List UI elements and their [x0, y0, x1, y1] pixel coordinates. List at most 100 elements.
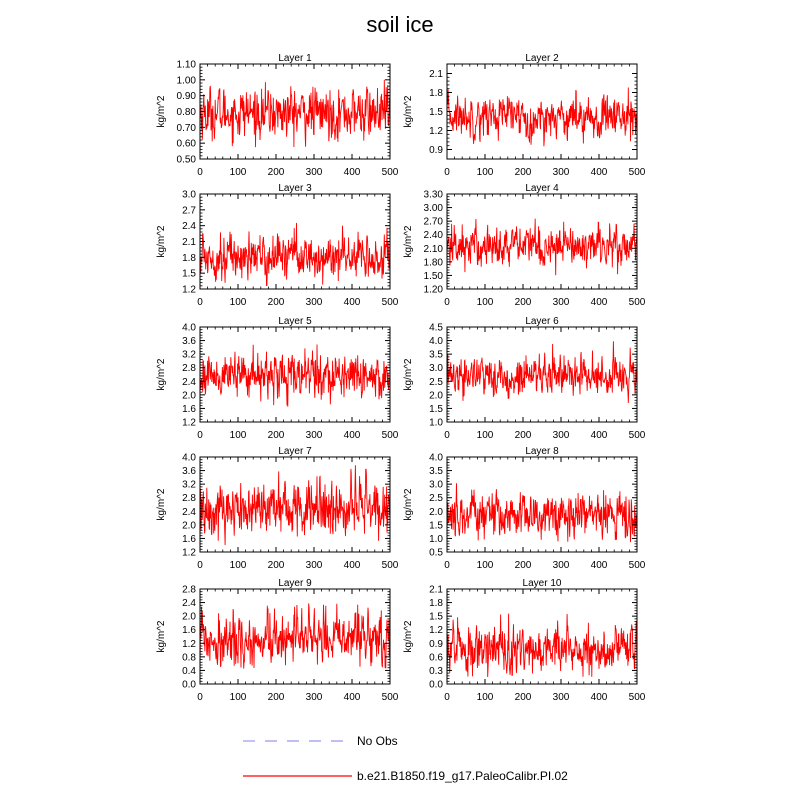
- plot-frame: [199, 326, 391, 423]
- y-tick-label: 2.70: [424, 217, 444, 228]
- y-tick-label: 3.2: [182, 350, 196, 361]
- y-tick-label: 2.4: [182, 221, 196, 232]
- plot-frame: [199, 456, 391, 553]
- panel-title: Layer 6: [525, 316, 559, 327]
- y-tick-label: 0.80: [177, 107, 197, 118]
- y-tick-label: 3.0: [182, 190, 196, 201]
- y-axis-label: kg/m^2: [156, 620, 167, 652]
- y-tick-label: 1.2: [182, 548, 196, 559]
- x-tick-label: 500: [629, 430, 646, 441]
- x-tick-label: 200: [268, 560, 285, 571]
- panel-title: Layer 4: [525, 183, 559, 194]
- y-tick-label: 4.0: [182, 323, 196, 334]
- y-tick-label: 3.0: [429, 480, 443, 491]
- series-line: [199, 344, 391, 407]
- y-tick-label: 1.80: [424, 257, 444, 268]
- y-tick-label: 1.2: [182, 639, 196, 650]
- panel-title: Layer 8: [525, 446, 559, 457]
- y-tick-label: 1.6: [182, 404, 196, 415]
- y-tick-label: 2.4: [182, 507, 196, 518]
- series-line: [446, 613, 638, 678]
- y-tick-label: 0.50: [177, 155, 197, 166]
- x-tick-label: 400: [591, 560, 608, 571]
- x-tick-label: 400: [591, 297, 608, 308]
- x-tick-label: 100: [477, 560, 494, 571]
- y-axis-label: kg/m^2: [156, 95, 167, 127]
- x-tick-label: 400: [344, 167, 361, 178]
- x-tick-label: 500: [382, 560, 399, 571]
- y-tick-label: 4.5: [429, 323, 443, 334]
- plot-frame: [446, 456, 638, 553]
- x-tick-label: 400: [344, 430, 361, 441]
- plot-frame: [199, 588, 391, 685]
- y-tick-label: 0.0: [182, 680, 196, 691]
- y-tick-label: 1.8: [429, 598, 443, 609]
- x-tick-label: 0: [444, 430, 450, 441]
- x-tick-label: 100: [477, 167, 494, 178]
- x-tick-label: 100: [230, 167, 247, 178]
- series-line: [199, 79, 391, 148]
- y-tick-label: 1.5: [182, 269, 196, 280]
- y-tick-label: 2.4: [182, 598, 196, 609]
- panel-title: Layer 7: [278, 446, 312, 457]
- y-tick-label: 0.6: [429, 652, 443, 663]
- chart-panel-layer-8: 0 100 200 300 400 500 0.5 1.0 1.5 2.0 2.5 3.0 3.5 4.0…: [403, 446, 646, 571]
- x-tick-label: 200: [515, 692, 532, 703]
- x-tick-label: 0: [444, 560, 450, 571]
- y-tick-label: 3.30: [424, 190, 444, 201]
- y-tick-label: 1.6: [182, 625, 196, 636]
- y-tick-label: 1.5: [429, 107, 443, 118]
- panel-title: Layer 5: [278, 316, 312, 327]
- x-tick-label: 200: [268, 297, 285, 308]
- x-tick-label: 300: [306, 167, 323, 178]
- y-tick-label: 2.0: [182, 520, 196, 531]
- x-tick-label: 500: [382, 430, 399, 441]
- x-tick-label: 0: [197, 692, 203, 703]
- x-tick-label: 500: [382, 167, 399, 178]
- y-tick-label: 0.0: [429, 680, 443, 691]
- y-tick-label: 2.0: [182, 612, 196, 623]
- x-tick-label: 100: [477, 297, 494, 308]
- x-tick-label: 500: [382, 297, 399, 308]
- y-tick-label: 0.60: [177, 139, 197, 150]
- y-tick-label: 3.6: [182, 336, 196, 347]
- x-tick-label: 300: [553, 692, 570, 703]
- y-tick-label: 0.8: [182, 652, 196, 663]
- y-tick-label: 1.0: [429, 534, 443, 545]
- chart-panel-layer-2: 0 100 200 300 400 500 0.9 1.2 1.5 1.8 2.1 Layer 2 kg…: [403, 53, 646, 178]
- x-tick-label: 0: [444, 167, 450, 178]
- x-tick-label: 200: [268, 692, 285, 703]
- y-tick-label: 1.2: [182, 418, 196, 429]
- y-tick-label: 1.8: [429, 88, 443, 99]
- series-line: [199, 465, 391, 546]
- x-tick-label: 100: [230, 692, 247, 703]
- x-tick-label: 0: [197, 297, 203, 308]
- x-tick-label: 300: [553, 560, 570, 571]
- y-tick-label: 2.4: [182, 377, 196, 388]
- x-tick-label: 0: [444, 297, 450, 308]
- x-tick-label: 0: [444, 692, 450, 703]
- y-tick-label: 2.1: [429, 585, 443, 596]
- x-tick-label: 300: [553, 430, 570, 441]
- x-tick-label: 300: [553, 167, 570, 178]
- y-tick-label: 1.20: [424, 285, 444, 296]
- x-tick-label: 400: [591, 430, 608, 441]
- x-tick-label: 200: [515, 560, 532, 571]
- y-tick-label: 2.10: [424, 244, 444, 255]
- y-tick-label: 0.3: [429, 666, 443, 677]
- x-tick-label: 100: [477, 692, 494, 703]
- y-tick-label: 2.8: [182, 493, 196, 504]
- x-tick-label: 500: [629, 167, 646, 178]
- x-tick-label: 300: [553, 297, 570, 308]
- panel-title: Layer 10: [523, 578, 562, 589]
- x-tick-label: 400: [591, 167, 608, 178]
- x-tick-label: 100: [230, 560, 247, 571]
- y-tick-label: 1.0: [429, 418, 443, 429]
- x-tick-label: 500: [629, 692, 646, 703]
- y-tick-label: 0.9: [429, 639, 443, 650]
- y-tick-label: 1.2: [429, 625, 443, 636]
- panel-title: Layer 2: [525, 53, 559, 64]
- y-axis-label: kg/m^2: [156, 225, 167, 257]
- y-tick-label: 1.00: [177, 75, 197, 86]
- y-tick-label: 2.8: [182, 585, 196, 596]
